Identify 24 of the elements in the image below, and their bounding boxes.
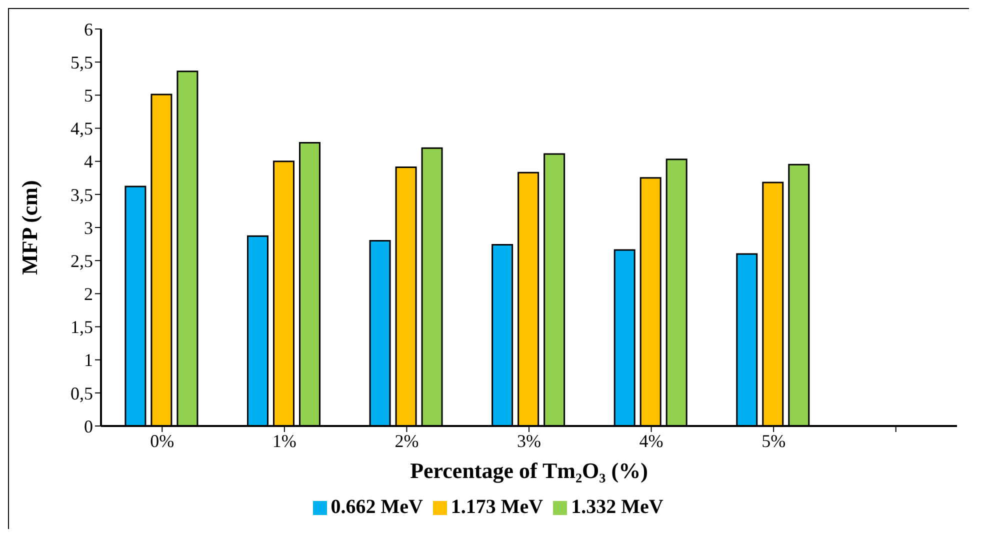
y-tick-label: 4,5 — [70, 118, 93, 139]
y-tick-label: 2,5 — [70, 250, 93, 271]
y-tick-label: 1,5 — [70, 317, 93, 338]
legend-label: 1.332 MeV — [571, 496, 664, 518]
x-tick-label: 4% — [639, 430, 664, 451]
legend-label: 0.662 MeV — [330, 496, 423, 518]
y-tick-label: 0 — [84, 416, 93, 436]
x-axis-title: Percentage of Tm₂O₃ (%) — [410, 458, 648, 483]
y-tick-label: 0,5 — [70, 383, 93, 404]
x-tick-label: 2% — [394, 430, 419, 451]
y-tick-label: 4 — [84, 152, 93, 172]
y-tick-label: 6 — [84, 19, 93, 40]
x-tick-label: 3% — [517, 430, 541, 451]
y-tick-label: 3,5 — [70, 184, 93, 205]
y-tick-label: 5 — [84, 86, 93, 106]
y-tick-label: 3 — [84, 218, 93, 238]
y-tick-label: 2 — [84, 284, 93, 304]
y-tick-label: 5,5 — [70, 52, 93, 72]
x-tick-label: 5% — [762, 430, 786, 451]
x-tick-label: 0% — [150, 430, 174, 451]
y-tick-label: 1 — [84, 350, 93, 370]
x-tick-label: 1% — [272, 430, 296, 451]
y-axis-title: MFP (cm) — [16, 180, 42, 275]
legend-label: 1.173 MeV — [450, 496, 544, 518]
